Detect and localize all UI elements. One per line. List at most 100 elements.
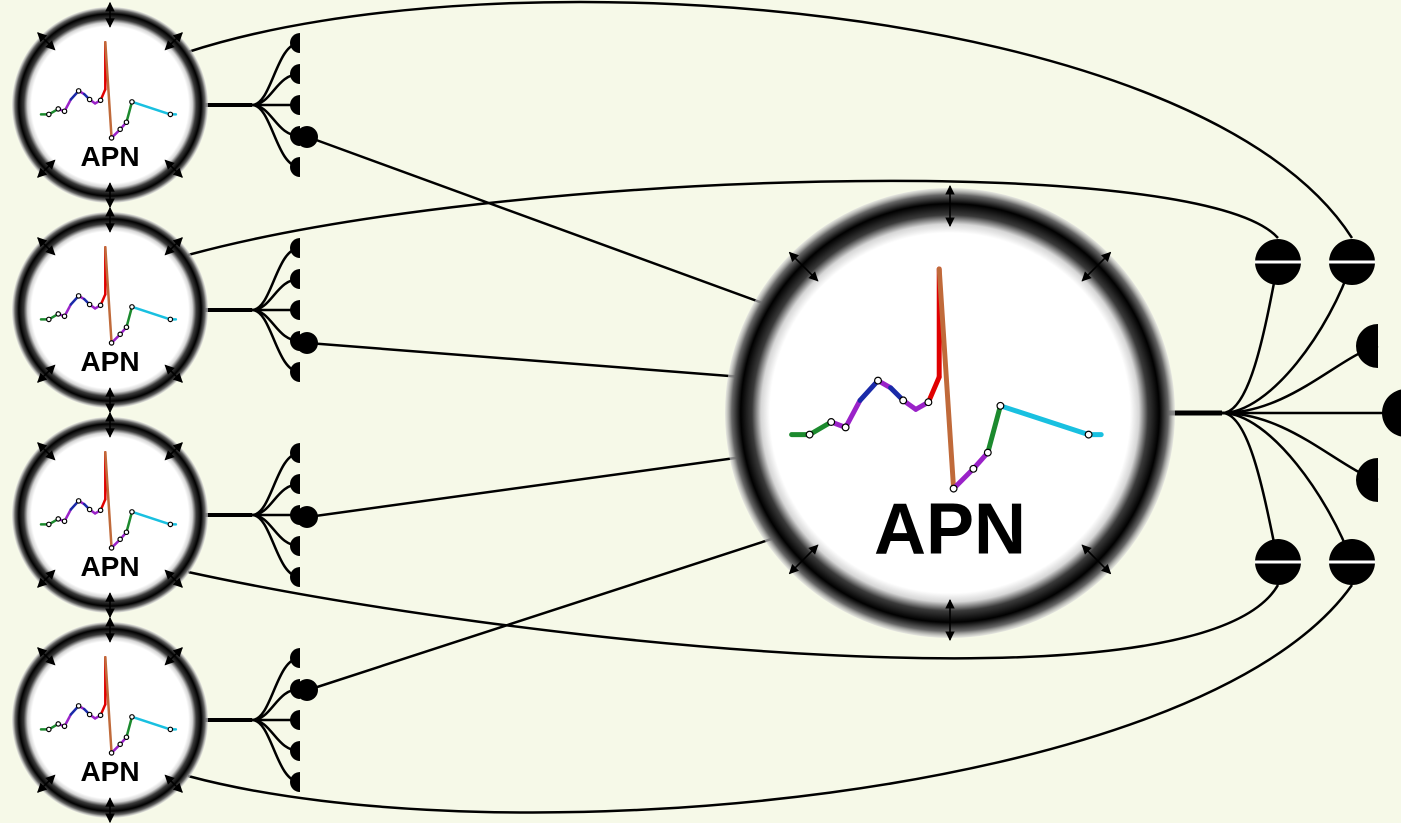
main-terminal-bouton <box>1356 458 1378 502</box>
neuron-4-sample-point <box>75 703 82 709</box>
neuron-main: APN <box>725 185 1175 641</box>
neuron-main-double-arrow-icon <box>788 251 819 282</box>
neuron-4-sample-point <box>167 726 174 733</box>
neuron-main-sample-point <box>924 398 933 407</box>
neuron-main-waveform-segment <box>807 419 834 438</box>
neuron-4-double-arrow-icon <box>37 774 56 793</box>
neuron-2-sample-point <box>129 304 135 310</box>
neuron-2-waveform-segment <box>125 305 134 329</box>
neuron-1-sample-point <box>117 126 123 133</box>
neuron-2-double-arrow-icon <box>164 237 183 256</box>
neuron-4-sample-point <box>117 741 123 748</box>
neuron-1: APN <box>12 1 208 209</box>
neuron-3-terminal-bouton <box>290 536 300 556</box>
neurons-layer: APN APN APN APN APN <box>12 1 1175 824</box>
neuron-1-sample-point <box>46 111 52 118</box>
neuron-1-sample-point <box>55 106 62 112</box>
neuron-3-sample-point <box>167 521 174 528</box>
neuron-2-sample-point <box>61 313 68 320</box>
neuron-2-terminal-bouton <box>290 300 300 320</box>
neuron-2-sample-point <box>117 331 123 338</box>
neuron-2-double-arrow-icon <box>37 237 56 256</box>
neuron-3-sample-point <box>86 506 93 513</box>
neuron-2-terminal-bouton <box>290 269 300 289</box>
main-terminal-bouton <box>1382 389 1401 437</box>
neuron-3-double-arrow-icon <box>37 442 56 461</box>
neuron-3-double-arrow-icon <box>164 569 183 588</box>
neuron-2: APN <box>12 206 208 414</box>
neuron-main-sample-point <box>983 448 992 457</box>
neuron-3: APN <box>12 411 208 619</box>
neuron-3-double-arrow-icon <box>37 569 56 588</box>
synapse-1 <box>296 126 318 148</box>
neuron-3-terminal-bouton <box>290 443 300 463</box>
neuron-2-sample-point <box>108 340 115 346</box>
neuron-4-terminal-bouton <box>290 710 300 730</box>
neuron-main-waveform-segment <box>857 378 881 403</box>
neuron-1-label: APN <box>80 141 139 172</box>
neuron-main-sample-point <box>949 484 958 493</box>
neuron-4-sample-point <box>55 721 62 727</box>
neuron-3-sample-point <box>108 545 115 551</box>
connection-2-to-main <box>307 341 756 380</box>
neuron-3-label: APN <box>80 551 139 582</box>
neuron-1-sample-point <box>167 111 174 118</box>
neuron-4-double-arrow-icon <box>164 774 183 793</box>
neuron-main-sample-point <box>874 376 882 385</box>
neuron-4-sample-point <box>97 712 104 719</box>
feedback-to-neuron-1 <box>187 0 1354 239</box>
neuron-2-terminal-bouton <box>290 238 300 258</box>
neuron-2-sample-point <box>46 316 52 323</box>
neuron-4-sample-point <box>108 750 115 756</box>
neuron-3-sample-point <box>55 516 62 522</box>
neuron-1-sample-point <box>61 108 68 115</box>
neuron-3-sample-point <box>117 536 123 543</box>
neuron-main-sample-point <box>827 418 836 426</box>
connection-3-to-main <box>307 453 758 519</box>
neuron-3-sample-point <box>123 529 130 536</box>
neuron-main-waveform-segment <box>985 403 1003 456</box>
neuron-1-terminal-bouton <box>290 33 300 53</box>
neuron-2-sample-point <box>86 301 93 308</box>
main-axon-branch <box>1221 411 1280 563</box>
neuron-main-label: APN <box>874 489 1026 569</box>
neuron-main-sample-point <box>841 423 850 432</box>
neuron-3-terminal-bouton <box>290 567 300 587</box>
main-terminal-bouton <box>1356 324 1378 368</box>
neuron-1-sample-point <box>123 119 130 126</box>
synapse-3 <box>296 506 318 528</box>
neuron-4-terminal-bouton <box>290 772 300 792</box>
neuron-main-double-arrow-icon <box>1081 544 1112 575</box>
synapses-layer <box>290 33 1401 792</box>
neuron-main-waveform-segment <box>951 466 976 492</box>
neuron-main-waveform-segment <box>843 397 863 430</box>
neuron-2-sample-point <box>97 302 104 309</box>
neuron-main-double-arrow-icon <box>1081 251 1112 282</box>
connection-1-to-main <box>307 135 769 307</box>
neuron-2-sample-point <box>167 316 174 323</box>
synapse-4 <box>296 679 318 701</box>
neuron-4-sample-point <box>46 726 52 733</box>
neuron-4-sample-point <box>123 734 130 741</box>
neuron-1-waveform-segment <box>130 100 172 116</box>
neuron-3-double-arrow-icon <box>164 442 183 461</box>
neuron-3-waveform-segment <box>130 510 172 526</box>
main-axon-branch <box>1221 411 1354 563</box>
neuron-4-sample-point <box>61 723 68 730</box>
neuron-main-double-arrow-icon <box>788 544 819 575</box>
neuron-2-label: APN <box>80 346 139 377</box>
neuron-1-sample-point <box>97 97 104 104</box>
neuron-main-sample-point <box>969 464 978 473</box>
neuron-main-waveform-segment <box>997 403 1092 438</box>
neuron-1-double-arrow-icon <box>37 159 56 178</box>
neuron-1-sample-point <box>108 135 115 141</box>
main-axon-branch <box>1221 261 1280 415</box>
neuron-4-terminal-bouton <box>290 648 300 668</box>
neuron-2-waveform-segment <box>104 246 113 345</box>
feedback-to-neuron-2 <box>187 179 1279 257</box>
neuron-4: APN <box>12 616 208 824</box>
neuron-4-sample-point <box>86 711 93 718</box>
neuron-1-waveform-segment <box>104 41 113 140</box>
neuron-3-sample-point <box>61 518 68 525</box>
